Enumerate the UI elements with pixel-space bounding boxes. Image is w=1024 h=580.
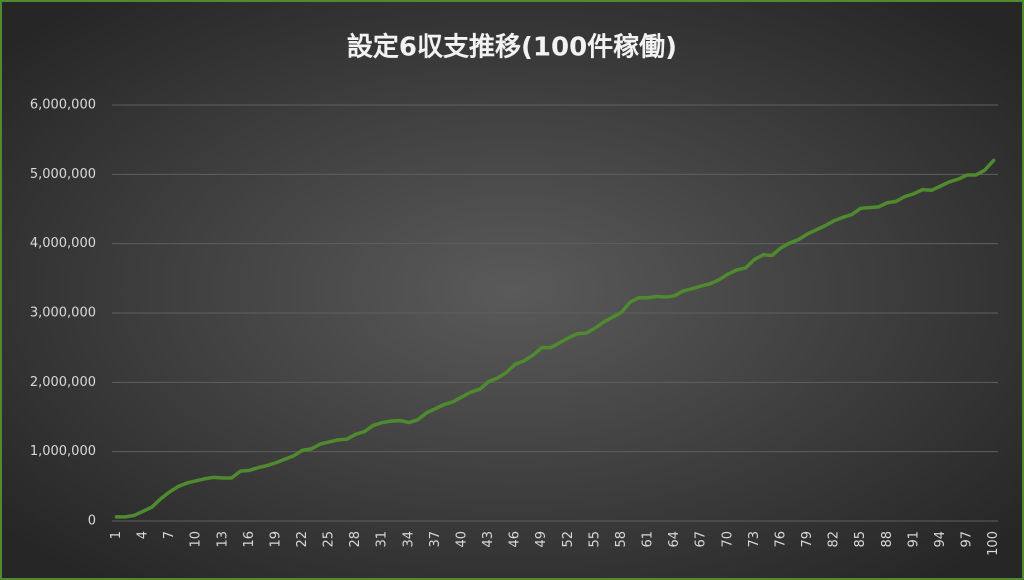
x-tick-label: 73 bbox=[747, 531, 762, 548]
x-tick-label: 10 bbox=[189, 531, 204, 548]
x-tick-label: 91 bbox=[906, 531, 921, 548]
x-tick-label: 58 bbox=[614, 531, 629, 548]
x-tick-label: 94 bbox=[933, 531, 948, 548]
data-line bbox=[114, 158, 996, 519]
x-tick-label: 46 bbox=[508, 531, 523, 548]
x-tick-label: 52 bbox=[561, 531, 576, 548]
y-tick-label: 2,000,000 bbox=[30, 375, 96, 390]
x-tick-label: 85 bbox=[853, 531, 868, 548]
x-tick-label: 28 bbox=[348, 531, 363, 548]
x-tick-label: 61 bbox=[641, 531, 656, 548]
y-tick-label: 6,000,000 bbox=[30, 98, 96, 113]
x-tick-label: 7 bbox=[162, 531, 177, 539]
x-tick-label: 13 bbox=[215, 531, 230, 548]
x-tick-label: 76 bbox=[773, 531, 788, 548]
x-tick-label: 49 bbox=[534, 531, 549, 548]
x-tick-label: 79 bbox=[800, 531, 815, 548]
y-tick-label: 3,000,000 bbox=[30, 306, 96, 321]
x-tick-label: 88 bbox=[880, 531, 895, 548]
x-tick-label: 43 bbox=[481, 531, 496, 548]
y-tick-label: 5,000,000 bbox=[30, 167, 96, 182]
x-tick-label: 25 bbox=[322, 531, 337, 548]
y-tick-label: 0 bbox=[88, 514, 96, 529]
x-tick-label: 22 bbox=[295, 531, 310, 548]
x-tick-label: 55 bbox=[587, 531, 602, 548]
y-tick-label: 4,000,000 bbox=[30, 236, 96, 251]
x-tick-label: 40 bbox=[454, 531, 469, 548]
x-tick-label: 19 bbox=[268, 531, 283, 548]
x-tick-label: 4 bbox=[136, 531, 151, 539]
x-tick-label: 64 bbox=[667, 531, 682, 548]
x-tick-label: 37 bbox=[428, 531, 443, 548]
x-tick-label: 34 bbox=[401, 531, 416, 548]
x-tick-label: 70 bbox=[720, 531, 735, 548]
y-tick-label: 1,000,000 bbox=[30, 444, 96, 459]
x-tick-label: 1 bbox=[109, 531, 124, 539]
chart-title: 設定6収支推移(100件稼働) bbox=[347, 32, 677, 63]
x-tick-label: 16 bbox=[242, 531, 257, 548]
x-tick-label: 67 bbox=[694, 531, 709, 548]
x-tick-label: 31 bbox=[375, 531, 390, 548]
x-tick-label: 100 bbox=[986, 531, 1001, 556]
x-tick-label: 82 bbox=[827, 531, 842, 548]
x-tick-label: 97 bbox=[959, 531, 974, 548]
